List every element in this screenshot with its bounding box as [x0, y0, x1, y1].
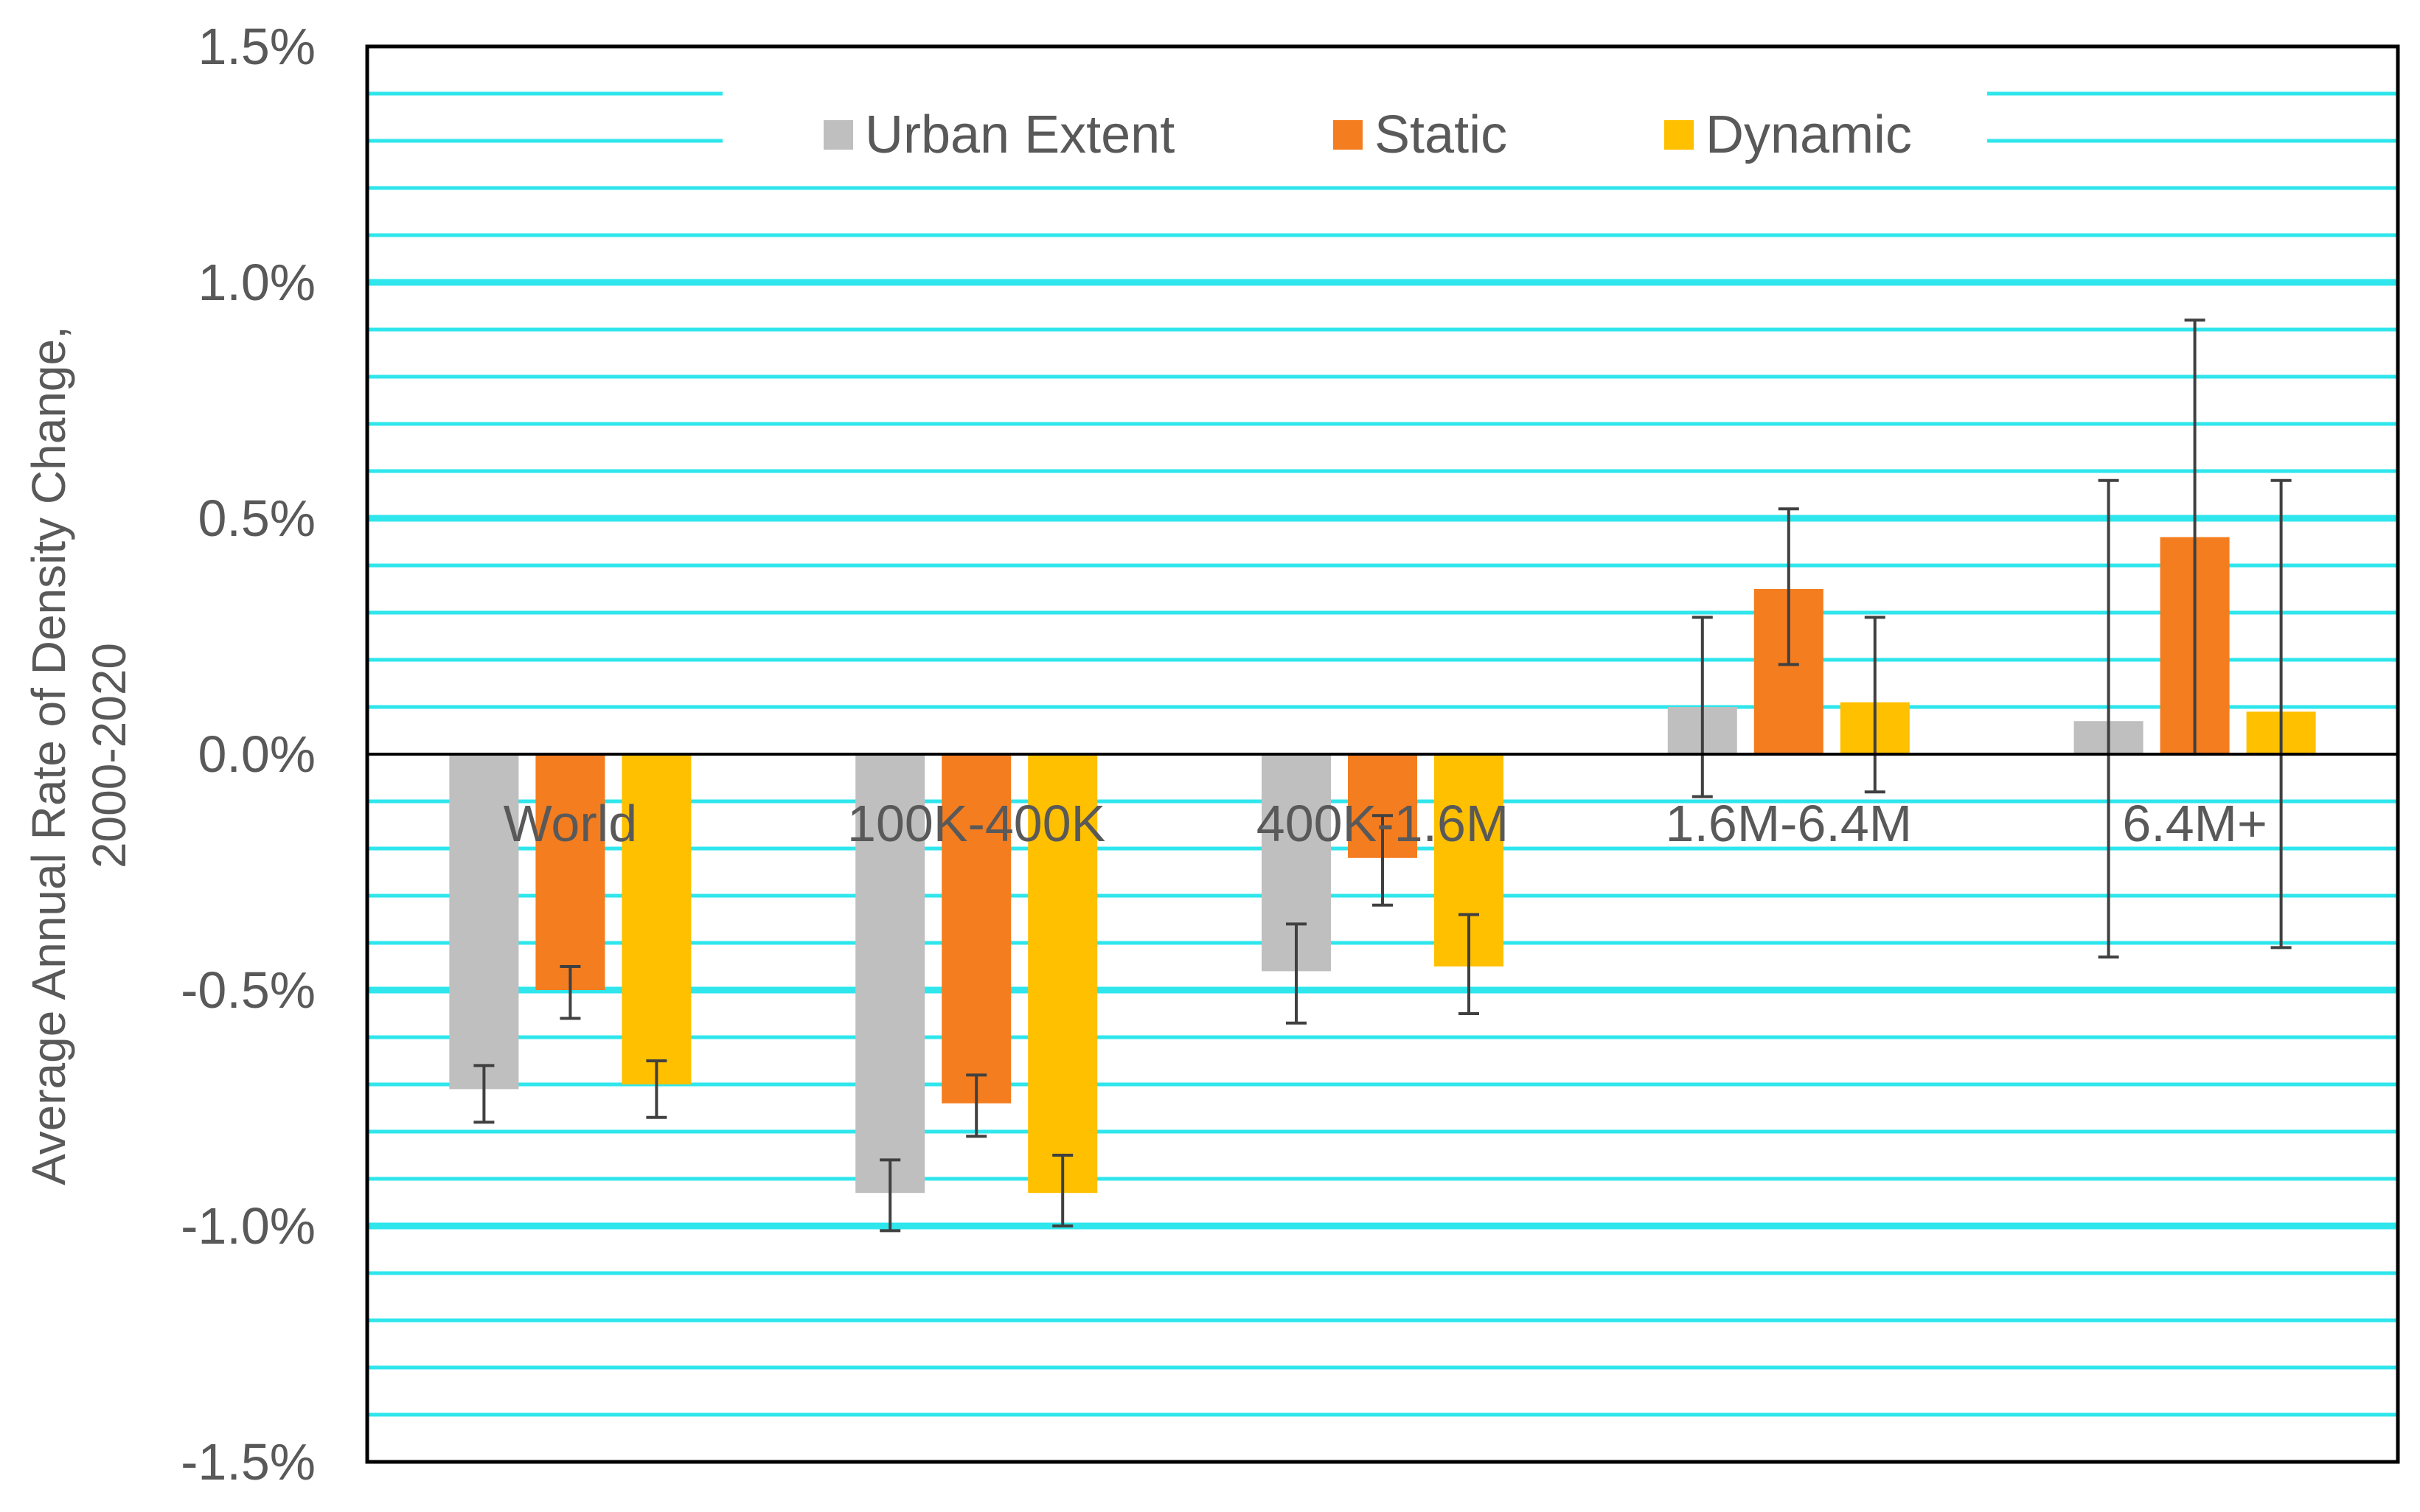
legend-swatch [824, 120, 853, 150]
y-tick-label: 0.0% [198, 725, 316, 783]
bar-dynamic [1028, 754, 1098, 1194]
legend-label: Dynamic [1706, 105, 1912, 164]
category-label: 400K-1.6M [1256, 795, 1509, 852]
category-label: World [504, 795, 638, 852]
legend-swatch [1333, 120, 1363, 150]
y-tick-label: 1.5% [198, 18, 316, 75]
legend-label: Urban Extent [865, 105, 1175, 164]
bar-dynamic [622, 754, 692, 1084]
y-axis-title-line-1: Average Annual Rate of Density Change, [22, 326, 75, 1185]
bar-urban-extent [855, 754, 925, 1194]
bars [449, 318, 2316, 1233]
y-tick-label: -1.5% [181, 1433, 316, 1491]
legend-swatch [1664, 120, 1694, 150]
bar-static [535, 754, 605, 990]
plot-frame [365, 44, 2400, 1464]
y-tick-label: 0.5% [198, 490, 316, 547]
bar-urban-extent [449, 754, 519, 1090]
plot-border [365, 44, 2400, 1464]
bar-static [942, 754, 1012, 1104]
category-labels: World 100K-400K 400K-1.6M 1.6M-6.4M 6.4M+ [504, 795, 2267, 852]
y-axis-title-line-2: 2000-2020 [83, 643, 136, 868]
y-tick-label: 1.0% [198, 254, 316, 311]
category-label: 6.4M+ [2122, 795, 2267, 852]
y-tick-labels: 1.5% 1.0% 0.5% 0.0% -0.5% -1.0% -1.5% [181, 18, 316, 1491]
category-label: 100K-400K [847, 795, 1105, 852]
legend: Urban Extent Static Dynamic [824, 105, 1912, 164]
category-label: 1.6M-6.4M [1666, 795, 1913, 852]
y-tick-label: -1.0% [181, 1197, 316, 1255]
y-tick-label: -0.5% [181, 961, 316, 1019]
legend-label: Static [1374, 105, 1507, 164]
